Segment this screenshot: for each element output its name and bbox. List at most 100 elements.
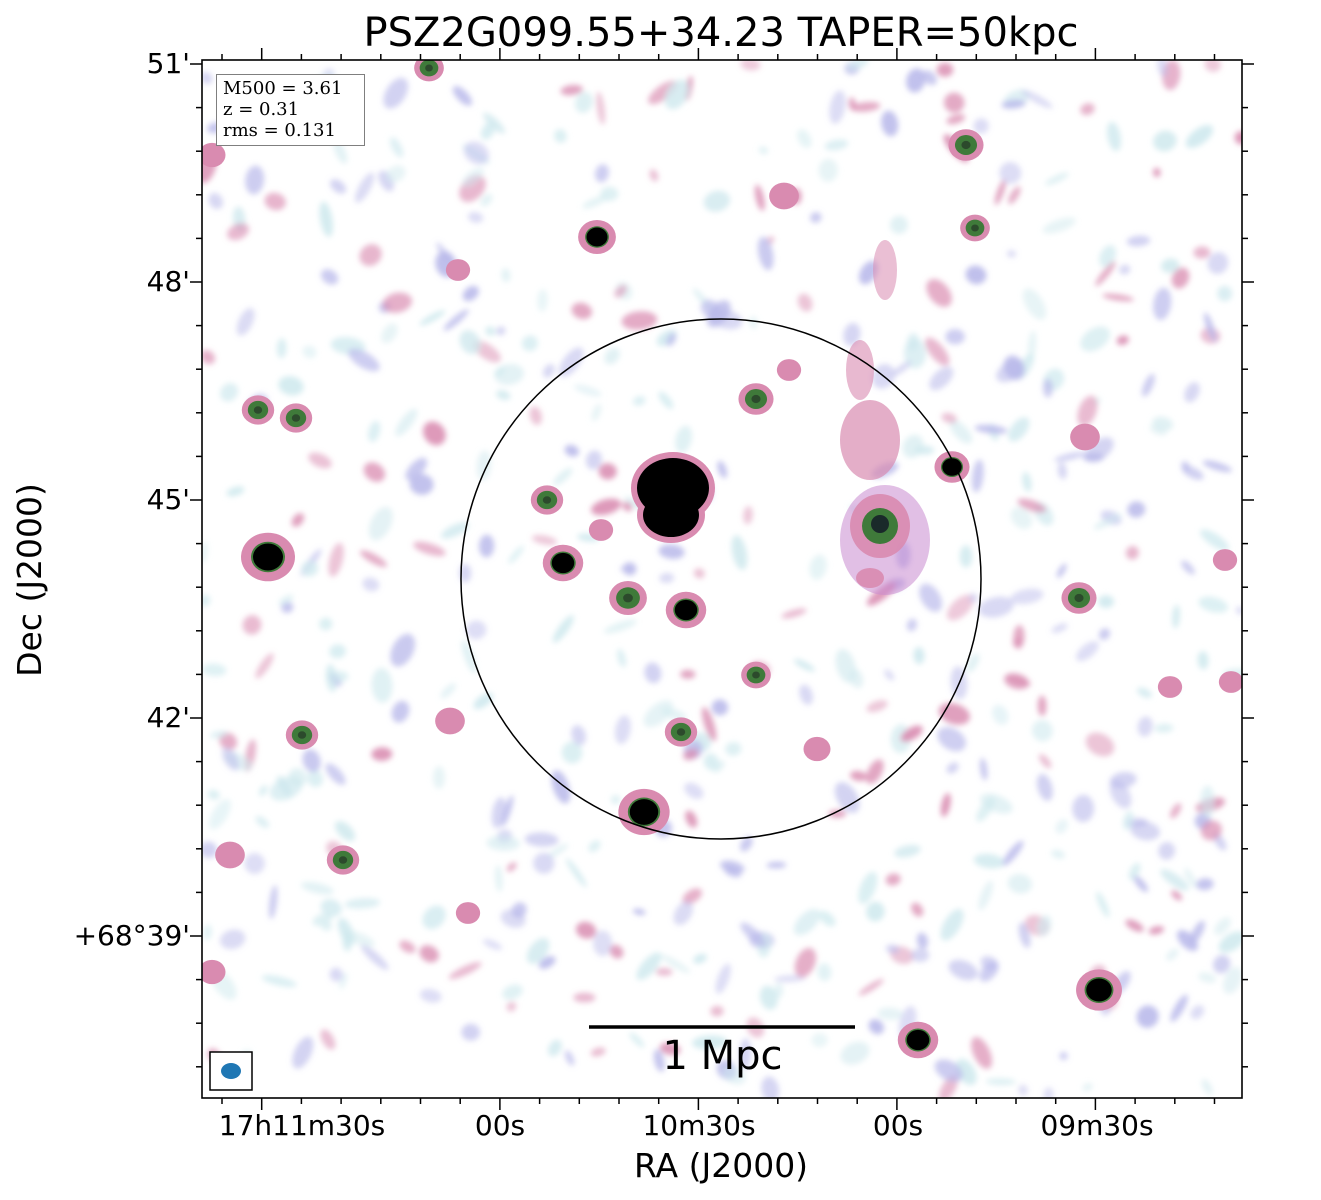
noise-blob: [617, 648, 627, 668]
noise-blob: [797, 293, 813, 312]
noise-blob: [1158, 842, 1176, 860]
noise-blob: [463, 141, 489, 165]
noise-blob: [913, 647, 925, 665]
noise-blob: [244, 853, 265, 874]
noise-blob: [486, 835, 520, 851]
noise-blob: [979, 961, 999, 982]
noise-blob: [660, 954, 691, 974]
noise-blob: [1223, 966, 1242, 994]
noise-blob: [440, 683, 456, 699]
noise-blob: [946, 762, 959, 774]
radio-source-halo: [455, 902, 481, 924]
noise-blob: [614, 284, 627, 298]
radio-source-halo: [202, 959, 226, 985]
noise-blob: [881, 110, 899, 137]
noise-blob: [462, 285, 479, 302]
noise-blob: [419, 310, 446, 326]
radio-source-core: [1074, 593, 1084, 603]
noise-blob: [1010, 507, 1033, 529]
noise-blob: [1130, 821, 1161, 841]
radio-source-core: [623, 593, 633, 603]
noise-blob: [817, 963, 832, 981]
beam-box: [209, 1051, 253, 1091]
y-tick-label: +68°39': [73, 919, 190, 952]
noise-blob: [1082, 1083, 1093, 1092]
noise-blob: [524, 832, 559, 847]
noise-blob: [1176, 929, 1199, 952]
noise-blob: [919, 583, 943, 612]
noise-blob: [573, 992, 596, 1003]
noise-blob: [348, 348, 380, 372]
noise-blob: [941, 412, 957, 424]
noise-blob: [1102, 293, 1134, 302]
noise-blob: [1051, 849, 1066, 859]
noise-blob: [1137, 716, 1153, 737]
noise-blob: [389, 137, 404, 158]
noise-blob: [1214, 917, 1231, 936]
radio-source-core: [253, 406, 263, 414]
noise-blob: [320, 269, 339, 285]
noise-blob: [330, 179, 347, 194]
noise-blob: [547, 1039, 562, 1057]
noise-blob: [979, 757, 988, 781]
noise-blob: [884, 669, 895, 681]
noise-blob: [423, 421, 446, 446]
noise-blob: [593, 930, 613, 957]
noise-blob: [943, 92, 965, 113]
noise-blob: [1003, 355, 1025, 381]
noise-blob: [506, 862, 517, 872]
noise-blob: [1153, 287, 1172, 321]
radio-source-core: [253, 543, 283, 571]
bright-source-core: [643, 493, 699, 537]
noise-blob: [343, 930, 375, 947]
noise-blob: [334, 821, 356, 842]
radio-source-core: [751, 394, 761, 404]
noise-blob: [926, 279, 952, 307]
noise-blob: [1022, 471, 1032, 492]
noise-blob: [922, 70, 937, 86]
noise-blob: [552, 615, 574, 643]
noise-blob: [1054, 451, 1086, 462]
noise-blob: [359, 550, 388, 568]
noise-blob: [202, 71, 213, 85]
noise-blob: [911, 948, 930, 962]
noise-blob: [929, 366, 954, 391]
noise-blob: [571, 302, 593, 320]
radio-source-halo: [1070, 423, 1100, 451]
noise-blob: [575, 921, 597, 939]
noise-blob: [371, 747, 393, 761]
noise-blob: [208, 192, 224, 210]
noise-blob: [533, 852, 555, 874]
noise-blob: [717, 460, 728, 479]
noise-blob: [701, 707, 717, 742]
noise-blob: [501, 795, 514, 827]
noise-blob: [1038, 754, 1052, 769]
noise-blob: [1149, 424, 1167, 436]
noise-blob: [598, 463, 617, 480]
radio-source-halo: [588, 519, 614, 541]
noise-blob: [866, 901, 885, 922]
noise-blob: [1166, 948, 1179, 961]
noise-blob: [973, 853, 1005, 869]
noise-blob: [339, 972, 348, 990]
noise-blob: [1018, 922, 1031, 949]
noise-blob: [495, 865, 503, 892]
noise-blob: [565, 858, 587, 888]
noise-blob: [1082, 452, 1105, 462]
noise-blob: [1198, 596, 1229, 613]
noise-blob: [209, 799, 231, 830]
noise-blob: [877, 1007, 903, 1021]
radio-source-core: [297, 731, 307, 739]
noise-blob: [1080, 326, 1110, 352]
noise-blob: [868, 1019, 884, 1035]
y-tick-label: 42': [146, 701, 190, 734]
noise-blob: [1095, 261, 1116, 287]
noise-blob: [226, 486, 245, 497]
noise-blob: [1010, 588, 1044, 605]
noise-blob: [1012, 637, 1023, 648]
noise-blob: [715, 963, 731, 994]
radio-source-core: [676, 728, 686, 736]
noise-blob: [573, 384, 602, 397]
noise-blob: [329, 967, 343, 982]
